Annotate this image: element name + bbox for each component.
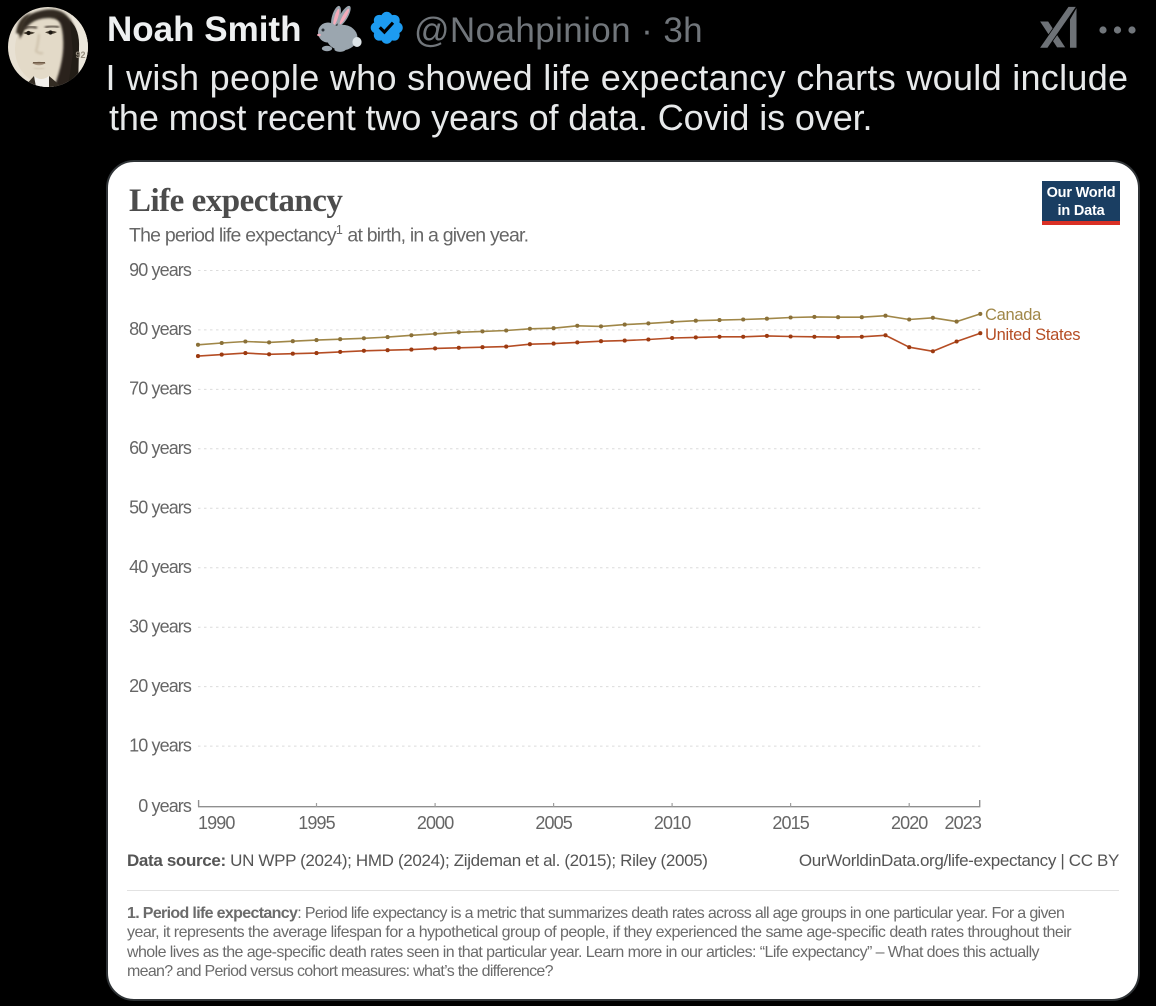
svg-text:80 years: 80 years (129, 319, 192, 339)
svg-text:10 years: 10 years (129, 735, 192, 755)
svg-text:0 years: 0 years (138, 796, 192, 816)
svg-text:50 years: 50 years (129, 498, 192, 518)
svg-text:30 years: 30 years (129, 617, 192, 637)
svg-text:2005: 2005 (535, 813, 572, 833)
svg-text:2010: 2010 (654, 813, 691, 833)
svg-text:2023: 2023 (945, 813, 982, 833)
svg-text:1990: 1990 (198, 813, 235, 833)
svg-text:92: 92 (76, 50, 86, 60)
svg-text:40 years: 40 years (129, 557, 192, 577)
svg-text:2000: 2000 (417, 813, 454, 833)
svg-text:90 years: 90 years (129, 260, 192, 280)
svg-text:United States: United States (985, 326, 1080, 344)
svg-text:70 years: 70 years (129, 379, 192, 399)
svg-text:Canada: Canada (985, 306, 1042, 324)
svg-text:2015: 2015 (772, 813, 809, 833)
svg-text:20 years: 20 years (129, 676, 192, 696)
svg-text:60 years: 60 years (129, 438, 192, 458)
svg-text:1995: 1995 (298, 813, 335, 833)
svg-text:2020: 2020 (891, 813, 928, 833)
